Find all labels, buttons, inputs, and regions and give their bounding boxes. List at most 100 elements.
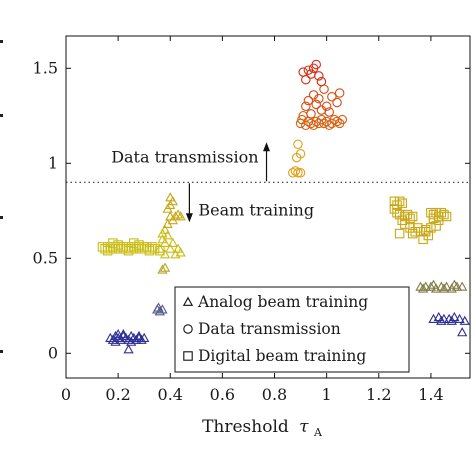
legend-label-0: Analog beam training <box>197 293 368 311</box>
data-point-square-2-11 <box>126 244 136 254</box>
data-point-square-2-23 <box>123 245 134 256</box>
data-point-square-2-26 <box>155 245 165 256</box>
x-tick-label-5: 1 <box>322 385 332 404</box>
data-point-circle-1-5 <box>293 139 303 150</box>
data-point-triangle-0-17 <box>133 330 145 341</box>
legend: Analog beam training Data transmission Dig… <box>174 286 410 373</box>
data-point-triangle-0-24 <box>157 264 168 274</box>
data-point-circle-1-32 <box>327 92 337 102</box>
up-arrow-head <box>263 142 271 152</box>
data-point-triangle-0-15 <box>118 328 129 339</box>
data-point-triangle-0-59 <box>438 283 450 293</box>
data-point-triangle-0-47 <box>159 249 171 259</box>
y-tick-label-3: 1.5 <box>33 58 58 77</box>
data-point-circle-1-3 <box>295 168 306 178</box>
x-tick-label-3: 0.6 <box>210 385 235 404</box>
data-point-circle-1-24 <box>337 114 348 125</box>
data-point-triangle-0-43 <box>162 203 173 213</box>
x-axis-label: Threshold τ A <box>202 417 323 439</box>
data-point-triangle-0-32 <box>165 243 176 253</box>
data-point-triangle-0-33 <box>167 237 178 248</box>
legend-box <box>174 286 410 373</box>
down-arrow-head <box>185 213 193 223</box>
data-point-square-2-18 <box>144 244 155 254</box>
data-point-square-2-62 <box>420 226 431 237</box>
data-point-square-2-39 <box>407 211 418 222</box>
data-point-circle-1-37 <box>306 109 316 119</box>
data-point-square-2-22 <box>113 240 123 250</box>
axes: 0 0.2 0.4 0.6 0.8 1 1.2 1.4 0 0.5 1 1.5 <box>33 35 471 404</box>
data-point-triangle-0-68 <box>436 315 447 325</box>
data-point-square-2-61 <box>418 234 428 245</box>
data-point-triangle-0-57 <box>417 283 429 293</box>
x-tick-label-1: 0.2 <box>105 385 130 404</box>
data-transmission-annotation: Data transmission <box>111 147 258 166</box>
data-point-circle-1-19 <box>324 120 335 131</box>
x-tick-label-7: 1.4 <box>418 385 443 404</box>
data-point-square-2-1 <box>100 244 110 254</box>
data-point-triangle-0-50 <box>425 281 437 291</box>
data-point-square-2-25 <box>144 245 155 256</box>
data-point-triangle-0-58 <box>428 279 439 289</box>
data-point-square-2-35 <box>394 209 405 220</box>
legend-marker-circle <box>183 324 193 334</box>
data-point-square-2-45 <box>394 228 405 239</box>
data-point-square-2-20 <box>149 244 160 254</box>
data-point-triangle-0-66 <box>454 313 465 324</box>
data-point-square-2-38 <box>405 213 415 224</box>
data-point-triangle-0-39 <box>175 211 186 221</box>
data-point-triangle-0-55 <box>451 281 463 291</box>
data-point-square-2-27 <box>108 238 118 248</box>
data-point-square-2-31 <box>394 196 405 207</box>
data-point-square-2-46 <box>407 228 418 239</box>
data-point-circle-1-2 <box>293 168 303 178</box>
legend-marker-square <box>183 351 193 361</box>
y-tick-label-0: 0 <box>48 343 58 362</box>
data-point-circle-1-31 <box>321 101 332 112</box>
x-axis-subscript: A <box>313 426 323 439</box>
data-point-triangle-0-18 <box>123 344 134 354</box>
x-tick-label-6: 1.2 <box>366 385 391 404</box>
data-point-circle-1-41 <box>311 59 321 70</box>
data-point-circle-1-33 <box>332 97 342 108</box>
data-point-circle-1-17 <box>319 118 329 129</box>
data-point-square-2-55 <box>428 213 439 224</box>
data-point-triangle-0-67 <box>459 315 470 325</box>
data-point-triangle-0-22 <box>157 304 168 314</box>
data-point-square-2-28 <box>129 238 139 248</box>
data-point-square-2-32 <box>397 198 407 208</box>
data-point-circle-1-22 <box>332 116 342 127</box>
data-point-circle-1-29 <box>314 93 324 104</box>
data-point-circle-1-25 <box>301 101 311 112</box>
clipped-ylabel-fragments <box>0 40 3 353</box>
x-axis-symbol: τ <box>299 417 309 437</box>
annotation-layer: Data transmission Beam training <box>111 142 314 223</box>
data-point-square-2-59 <box>420 225 431 235</box>
data-point-triangle-0-19 <box>112 328 124 339</box>
data-point-triangle-0-46 <box>172 243 184 253</box>
legend-label-2: Digital beam training <box>198 347 366 365</box>
legend-marker-triangle <box>182 296 194 306</box>
data-point-square-2-3 <box>105 244 116 254</box>
data-point-triangle-0-31 <box>159 224 171 234</box>
x-tick-label-4: 0.8 <box>262 385 287 404</box>
data-point-square-2-24 <box>134 240 144 250</box>
data-point-square-2-57 <box>431 221 441 231</box>
data-point-triangle-0-16 <box>126 336 137 346</box>
plot-frame <box>65 35 471 379</box>
data-point-circle-1-0 <box>288 168 298 178</box>
data-point-circle-1-36 <box>324 107 335 117</box>
data-point-circle-1-6 <box>295 149 306 159</box>
x-axis-label-text: Threshold <box>202 417 289 437</box>
data-point-circle-1-28 <box>311 99 321 110</box>
x-tick-label-0: 0 <box>61 385 71 404</box>
y-tick-label-2: 1 <box>48 153 58 172</box>
data-point-triangle-0-37 <box>170 211 181 221</box>
data-point-triangle-0-42 <box>165 192 176 202</box>
data-point-circle-1-1 <box>290 166 301 176</box>
data-point-circle-1-45 <box>298 67 308 77</box>
data-point-square-2-9 <box>121 244 131 254</box>
y-tick-label-1: 0.5 <box>33 248 58 267</box>
